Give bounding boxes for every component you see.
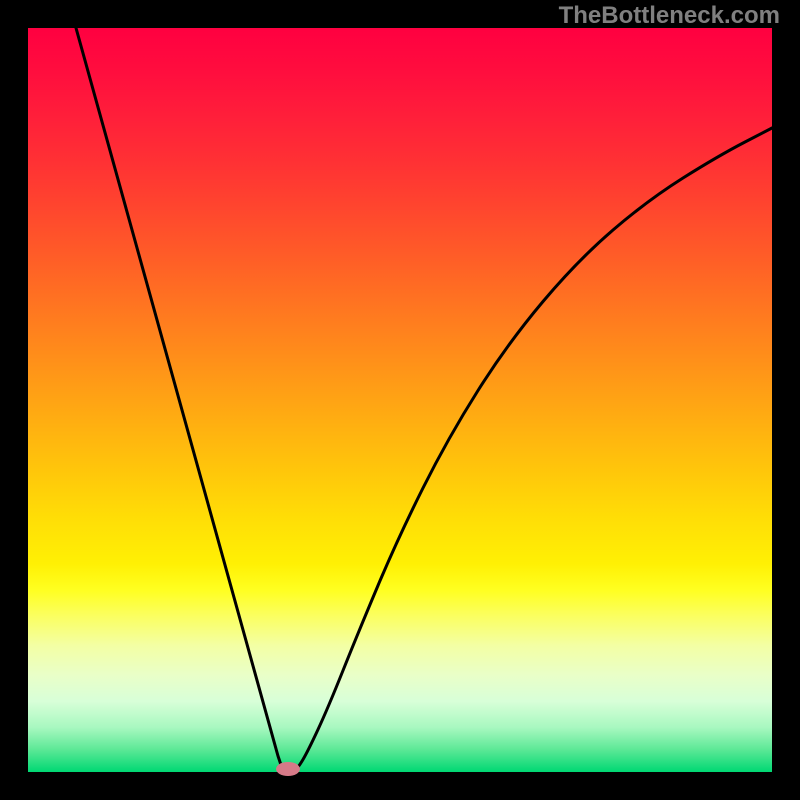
minimum-marker (276, 762, 300, 776)
bottleneck-curve (28, 28, 772, 772)
plot-area (28, 28, 772, 772)
watermark-text: TheBottleneck.com (559, 2, 780, 30)
curve-path (76, 28, 772, 772)
